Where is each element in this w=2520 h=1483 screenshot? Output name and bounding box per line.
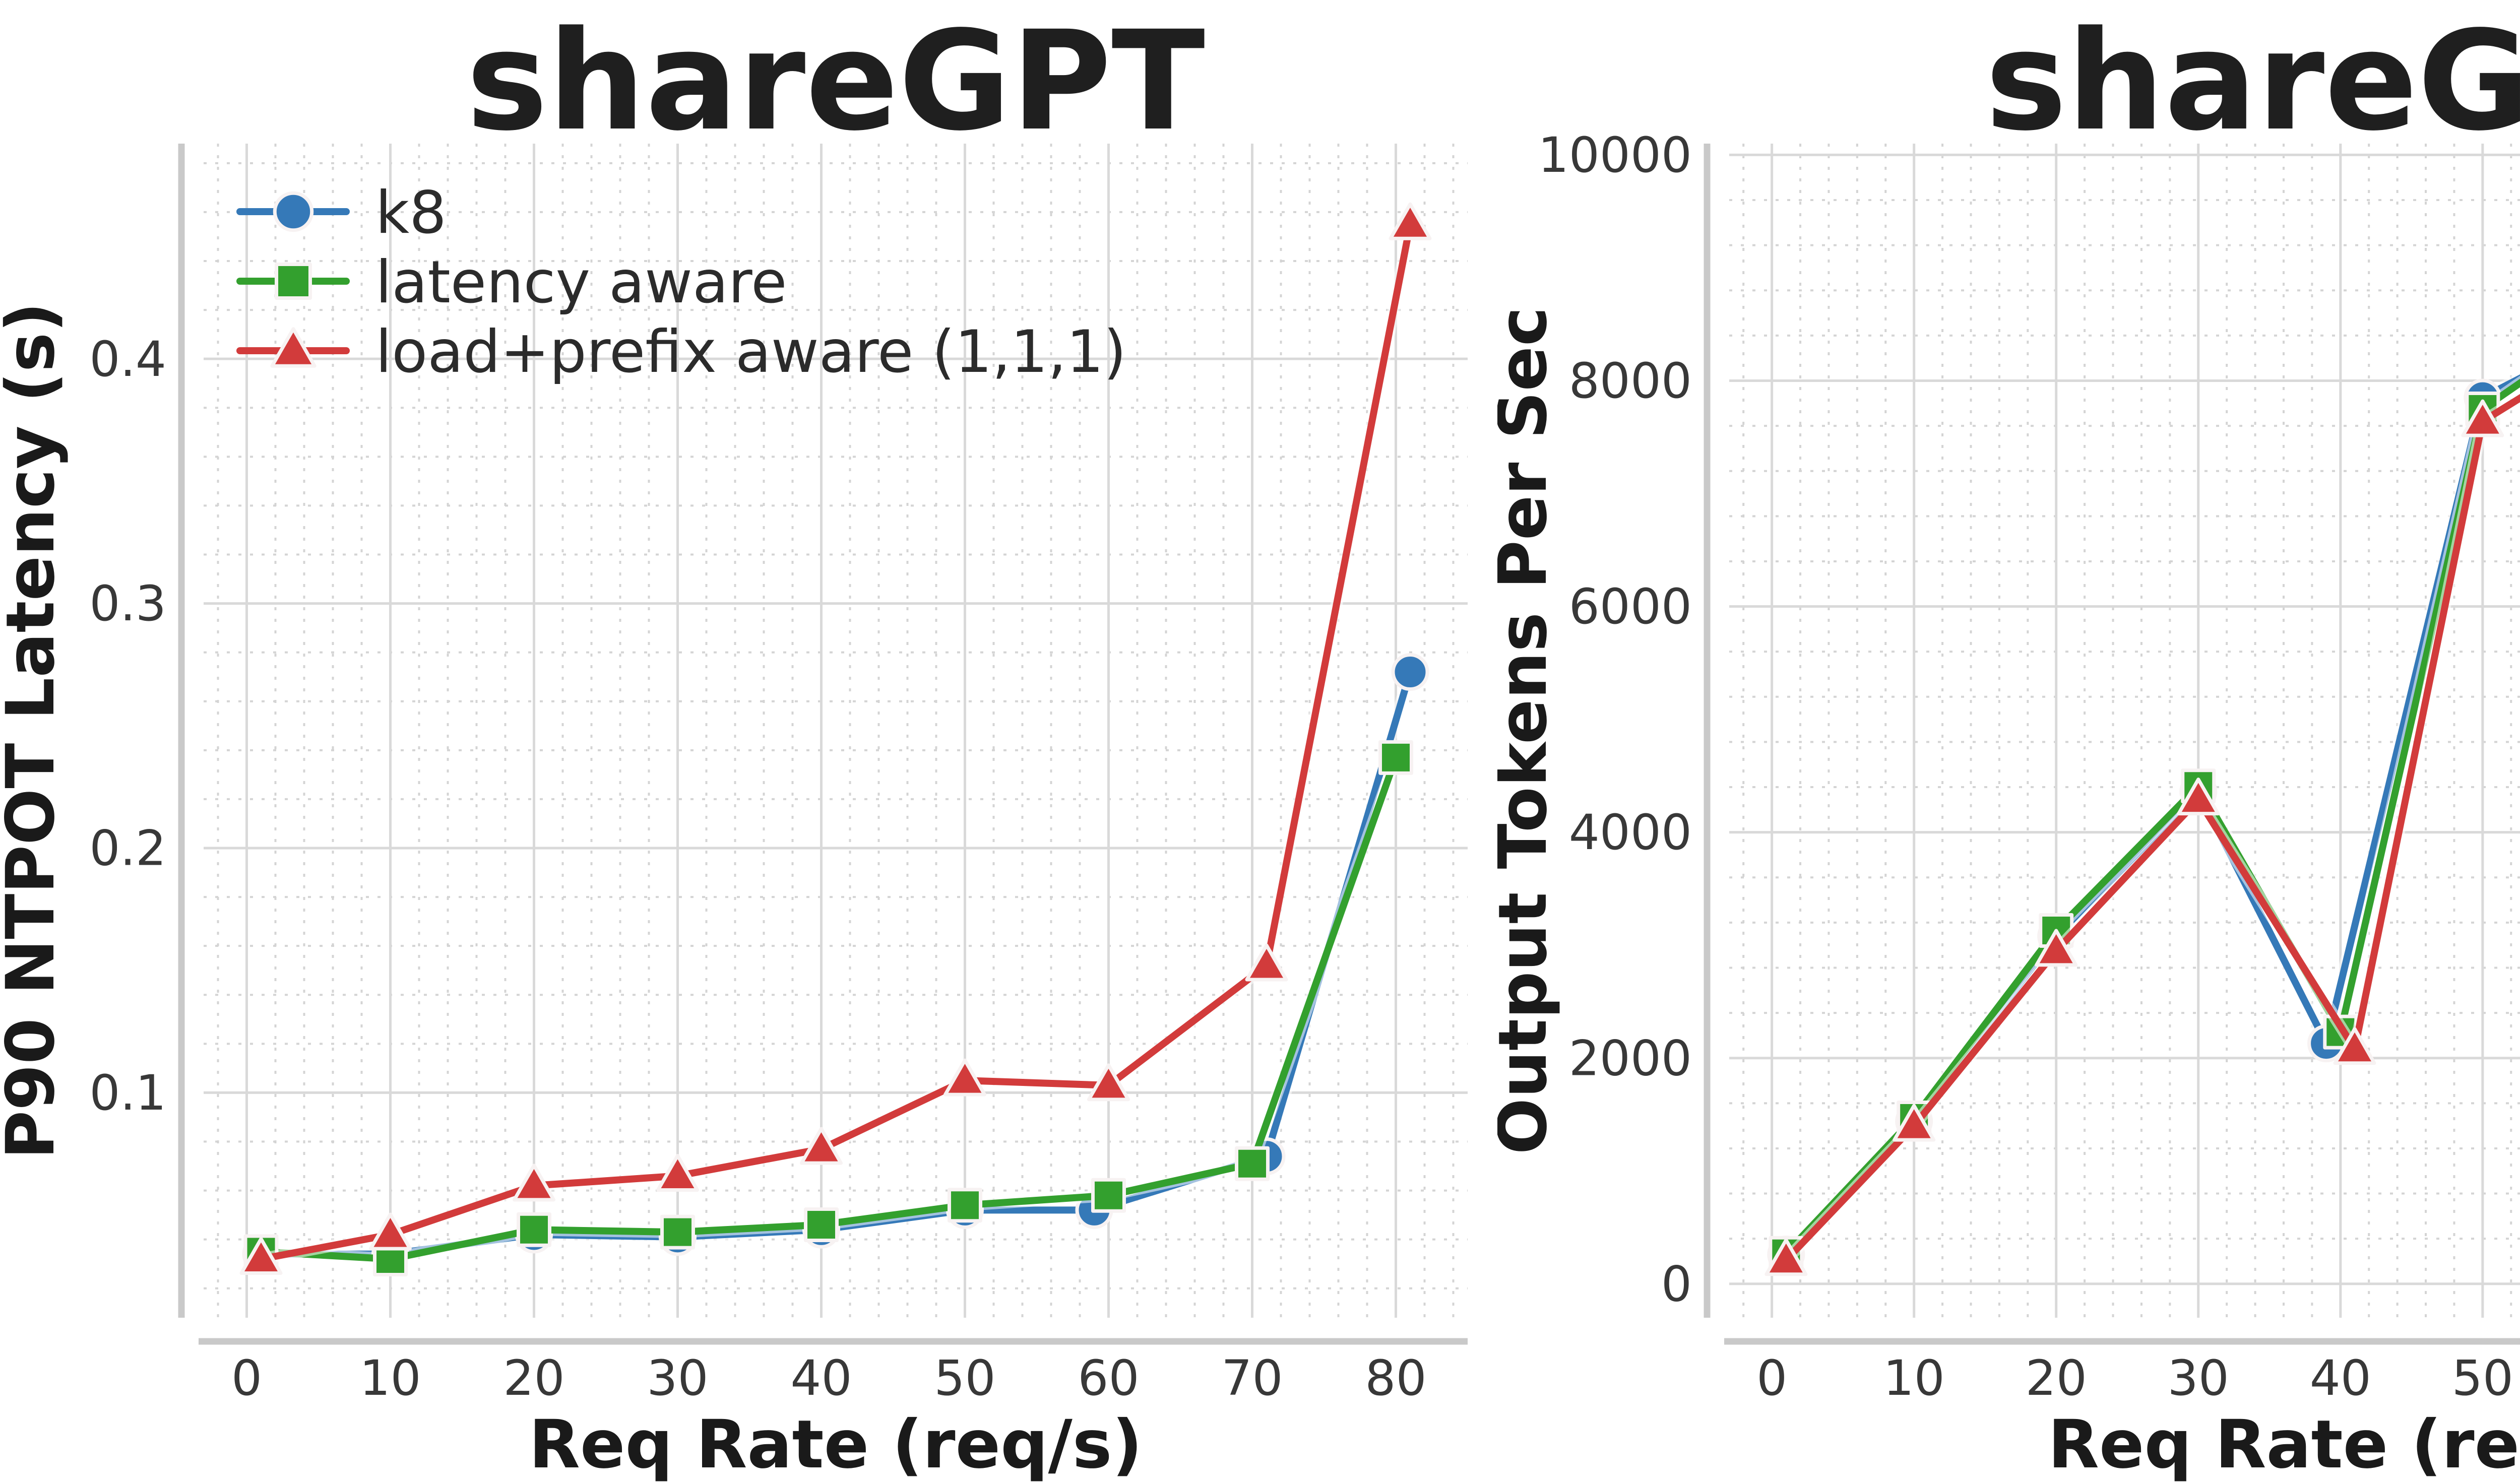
chart-title: shareGPT <box>1985 2 2520 161</box>
y-tick-label: 8000 <box>1569 353 1692 409</box>
x-tick-label: 30 <box>647 1350 708 1406</box>
chart-title: shareGPT <box>466 2 1206 161</box>
x-tick-label: 10 <box>359 1350 421 1406</box>
x-tick-label: 40 <box>790 1350 852 1406</box>
series-marker-triangle <box>2461 399 2504 437</box>
x-axis-label: Req Rate (req/s) <box>2048 1406 2520 1483</box>
y-tick-label: 0 <box>1661 1256 1692 1312</box>
series-marker-triangle <box>239 1237 283 1275</box>
y-tick-label: 10000 <box>1538 127 1692 183</box>
series-marker-triangle <box>1765 1238 1808 1276</box>
x-tick-label: 50 <box>934 1350 995 1406</box>
series-marker-square <box>660 1214 695 1250</box>
x-tick-label: 70 <box>1221 1350 1283 1406</box>
legend-label: latency aware <box>375 248 787 316</box>
major-grid <box>204 144 1468 1318</box>
series-marker-triangle <box>1389 202 1432 240</box>
y-tick-label: 6000 <box>1569 578 1692 635</box>
x-tick-label: 50 <box>2452 1350 2513 1406</box>
y-tick-label: 4000 <box>1569 804 1692 861</box>
legend-label: k8 <box>375 179 447 247</box>
legend-item: latency aware <box>236 248 787 316</box>
series-marker-triangle <box>2333 1027 2376 1065</box>
y-tick-label: 0.1 <box>89 1065 166 1121</box>
x-tick-label: 60 <box>1078 1350 1139 1406</box>
series-marker-square <box>804 1207 839 1243</box>
minor-grid <box>204 144 1468 1318</box>
chart-background <box>0 0 1497 1483</box>
legend-marker-square <box>275 263 312 300</box>
x-tick-label: 0 <box>231 1350 262 1406</box>
series-load-prefix-aware-1-1-1- <box>239 202 1432 1275</box>
series-marker-triangle <box>2177 778 2220 816</box>
series-marker-triangle <box>1893 1104 1936 1142</box>
left-chart: 0 10 20 30 40 50 60 70 80 0.1 0.2 0.3 0.4 Req Rate (r… <box>0 0 1497 1483</box>
right-chart: 010203040506070800200040006000800010000R… <box>1497 0 2520 1483</box>
x-tick-label: 30 <box>2168 1350 2229 1406</box>
series-marker-triangle <box>2035 929 2078 967</box>
y-tick-label: 0.2 <box>89 820 166 877</box>
series-marker-square <box>1235 1146 1270 1181</box>
tick-labels: 010203040506070800200040006000800010000 <box>1538 127 2513 1406</box>
legend-marker-circle <box>273 191 314 232</box>
x-axis-label: Req Rate (req/s) <box>529 1406 1142 1483</box>
series-latency-aware <box>243 740 1413 1276</box>
y-tick-label: 0.4 <box>89 331 166 388</box>
y-tick-label: 0.3 <box>89 575 166 632</box>
x-tick-label: 0 <box>1756 1350 1787 1406</box>
x-tick-label: 10 <box>1883 1350 1945 1406</box>
legend-item: load+prefix aware (1,1,1) <box>236 318 1126 386</box>
y-tick-label: 2000 <box>1569 1030 1692 1086</box>
series-marker-triangle <box>513 1164 555 1202</box>
series-marker-triangle <box>369 1212 412 1251</box>
legend-label: load+prefix aware (1,1,1) <box>375 318 1126 386</box>
series-marker-circle <box>1391 653 1429 691</box>
x-tick-label: 20 <box>503 1350 564 1406</box>
series-marker-square <box>517 1212 551 1247</box>
legend-item: k8 <box>236 179 447 247</box>
series-marker-square <box>1091 1178 1126 1213</box>
x-tick-label: 40 <box>2310 1350 2371 1406</box>
y-axis-label: P90 NTPOT Latency (s) <box>0 302 70 1159</box>
series-marker-triangle <box>656 1153 699 1192</box>
x-tick-label: 20 <box>2026 1350 2087 1406</box>
series-marker-triangle <box>943 1058 986 1097</box>
series-marker-square <box>948 1188 982 1223</box>
series-marker-triangle <box>1245 943 1288 982</box>
series-marker-triangle <box>1087 1063 1130 1102</box>
series-load-prefix-aware-1-1-1- <box>1765 391 2520 1276</box>
tick-labels: 0 10 20 30 40 50 60 70 80 0.1 0.2 0.3 0.4 <box>89 331 1426 1406</box>
series-marker-triangle <box>800 1127 843 1165</box>
legend-marker-triangle <box>270 327 317 368</box>
x-tick-label: 80 <box>1365 1350 1426 1406</box>
series-marker-square <box>1378 740 1413 775</box>
y-axis-label: Output Tokens Per Sec <box>1497 307 1562 1154</box>
